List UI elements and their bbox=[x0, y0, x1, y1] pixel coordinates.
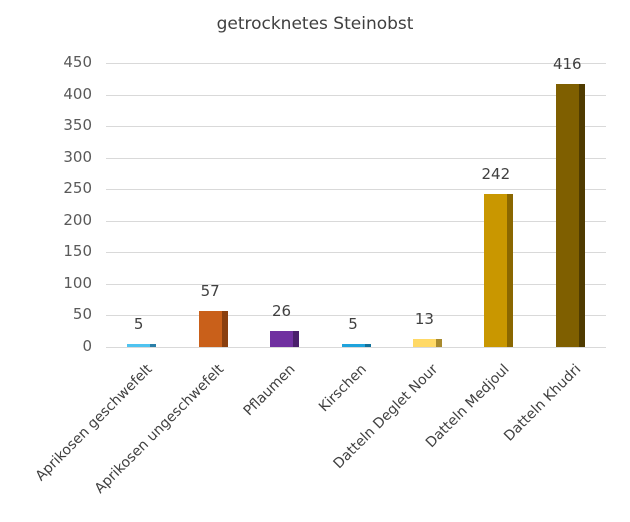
y-tick-label: 100 bbox=[63, 274, 92, 292]
y-tick-label: 0 bbox=[82, 337, 92, 355]
bar bbox=[127, 343, 157, 347]
data-label: 13 bbox=[414, 309, 434, 328]
bar bbox=[555, 84, 585, 347]
y-tick-label: 250 bbox=[63, 179, 92, 197]
x-category-label: Aprikosen ungeschwefelt bbox=[91, 361, 227, 497]
gridline bbox=[106, 95, 606, 96]
y-tick-label: 450 bbox=[63, 53, 92, 71]
gridline bbox=[106, 315, 606, 316]
bar bbox=[484, 194, 514, 347]
gridline bbox=[106, 63, 606, 64]
y-tick-label: 200 bbox=[63, 211, 92, 229]
data-label: 5 bbox=[348, 314, 358, 333]
bar bbox=[198, 311, 228, 347]
gridline bbox=[106, 284, 606, 285]
y-tick-label: 50 bbox=[72, 305, 92, 323]
x-category-label: Kirschen bbox=[315, 361, 370, 416]
gridline bbox=[106, 221, 606, 222]
data-label: 416 bbox=[552, 55, 582, 74]
y-tick-label: 400 bbox=[63, 85, 92, 103]
x-category-label: Pflaumen bbox=[240, 361, 299, 420]
data-label: 26 bbox=[272, 301, 292, 320]
gridline bbox=[106, 252, 606, 253]
x-category-label: Datteln Khudri bbox=[500, 361, 584, 445]
gridline bbox=[106, 189, 606, 190]
gridline bbox=[106, 158, 606, 159]
bar bbox=[412, 338, 442, 347]
y-tick-label: 350 bbox=[63, 116, 92, 134]
data-label: 242 bbox=[481, 165, 511, 184]
gridline bbox=[106, 347, 606, 348]
y-tick-label: 150 bbox=[63, 242, 92, 260]
gridline bbox=[106, 126, 606, 127]
y-tick-label: 300 bbox=[63, 148, 92, 166]
bar bbox=[270, 330, 300, 347]
data-label: 5 bbox=[133, 314, 144, 333]
x-category-label: Aprikosen geschwefelt bbox=[32, 361, 156, 485]
chart-title: getrocknetes Steinobst bbox=[216, 14, 414, 34]
data-label: 57 bbox=[200, 282, 220, 301]
bar bbox=[341, 343, 371, 347]
